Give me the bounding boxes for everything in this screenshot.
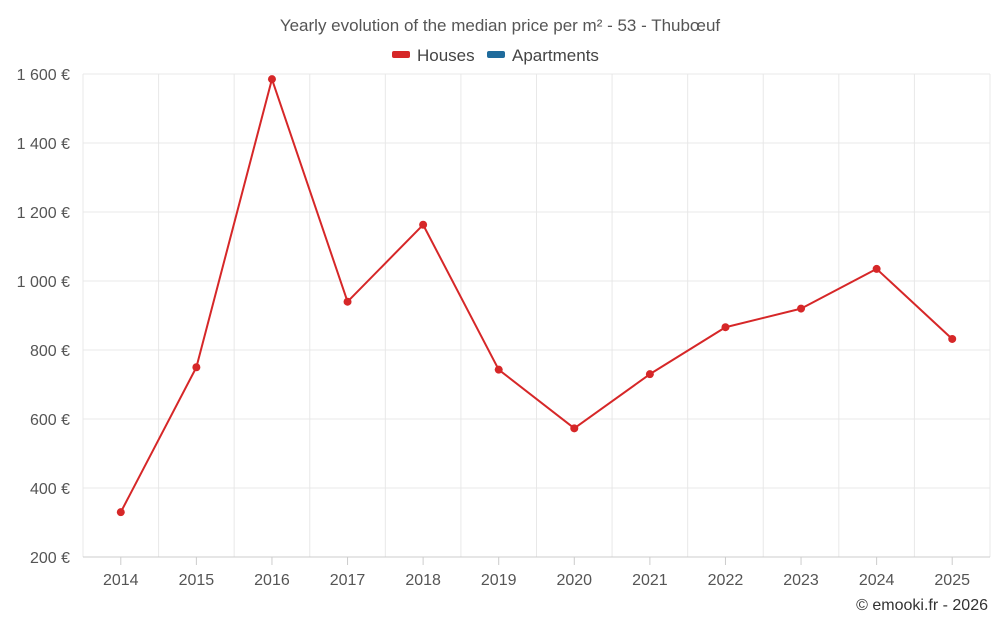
data-point-houses-2014[interactable]: [116, 508, 125, 517]
legend-item-houses[interactable]: Houses: [392, 46, 475, 65]
data-point-houses-2016[interactable]: [267, 75, 276, 84]
series-line-houses: [119, 78, 953, 513]
data-point-houses-2015[interactable]: [192, 363, 201, 372]
x-tick-label: 2020: [556, 572, 592, 589]
y-tick-label: 800 €: [30, 343, 70, 360]
x-tick-label: 2024: [859, 572, 895, 589]
y-tick-label: 1 000 €: [17, 274, 70, 291]
y-tick-label: 200 €: [30, 550, 70, 567]
y-tick-label: 400 €: [30, 481, 70, 498]
chart-title: Yearly evolution of the median price per…: [280, 16, 721, 35]
data-point-houses-2022[interactable]: [721, 323, 730, 332]
data-point-houses-2019[interactable]: [494, 365, 503, 374]
legend-label-houses: Houses: [417, 46, 475, 65]
x-tick-label: 2015: [179, 572, 215, 589]
data-point-houses-2023[interactable]: [797, 304, 806, 313]
legend-item-apartments[interactable]: Apartments: [487, 46, 599, 65]
x-tick-label: 2023: [783, 572, 819, 589]
y-tick-label: 1 200 €: [17, 205, 70, 222]
grid: [82, 73, 991, 558]
x-tick-label: 2016: [254, 572, 290, 589]
y-axis: 200 € 400 € 600 € 800 € 1 000 € 1 200 € 1 400 …: [17, 67, 70, 567]
legend-swatch-apartments: [487, 51, 505, 58]
legend-swatch-houses: [392, 51, 410, 58]
legend: Houses Apartments: [392, 46, 599, 65]
x-tick-label: 2022: [708, 572, 744, 589]
x-tick-label: 2019: [481, 572, 517, 589]
legend-label-apartments: Apartments: [512, 46, 599, 65]
data-point-houses-2021[interactable]: [645, 370, 654, 379]
data-point-houses-2020[interactable]: [570, 424, 579, 433]
x-tick-label: 2014: [103, 572, 139, 589]
x-tick-label: 2021: [632, 572, 668, 589]
y-tick-label: 1 400 €: [17, 136, 70, 153]
y-tick-label: 1 600 €: [17, 67, 70, 84]
data-point-houses-2025[interactable]: [948, 334, 957, 343]
data-point-houses-2024[interactable]: [872, 264, 881, 273]
x-axis: 2014 2015 2016 2017 2018 2019 2020 2021 2022 2023…: [83, 556, 990, 589]
series-houses: [116, 75, 957, 517]
x-tick-label: 2017: [330, 572, 366, 589]
data-point-houses-2017[interactable]: [343, 297, 352, 306]
y-tick-label: 600 €: [30, 412, 70, 429]
credit-text: © emooki.fr - 2026: [856, 597, 988, 614]
x-tick-label: 2025: [934, 572, 970, 589]
x-tick-label: 2018: [405, 572, 441, 589]
data-point-houses-2018[interactable]: [419, 220, 428, 229]
